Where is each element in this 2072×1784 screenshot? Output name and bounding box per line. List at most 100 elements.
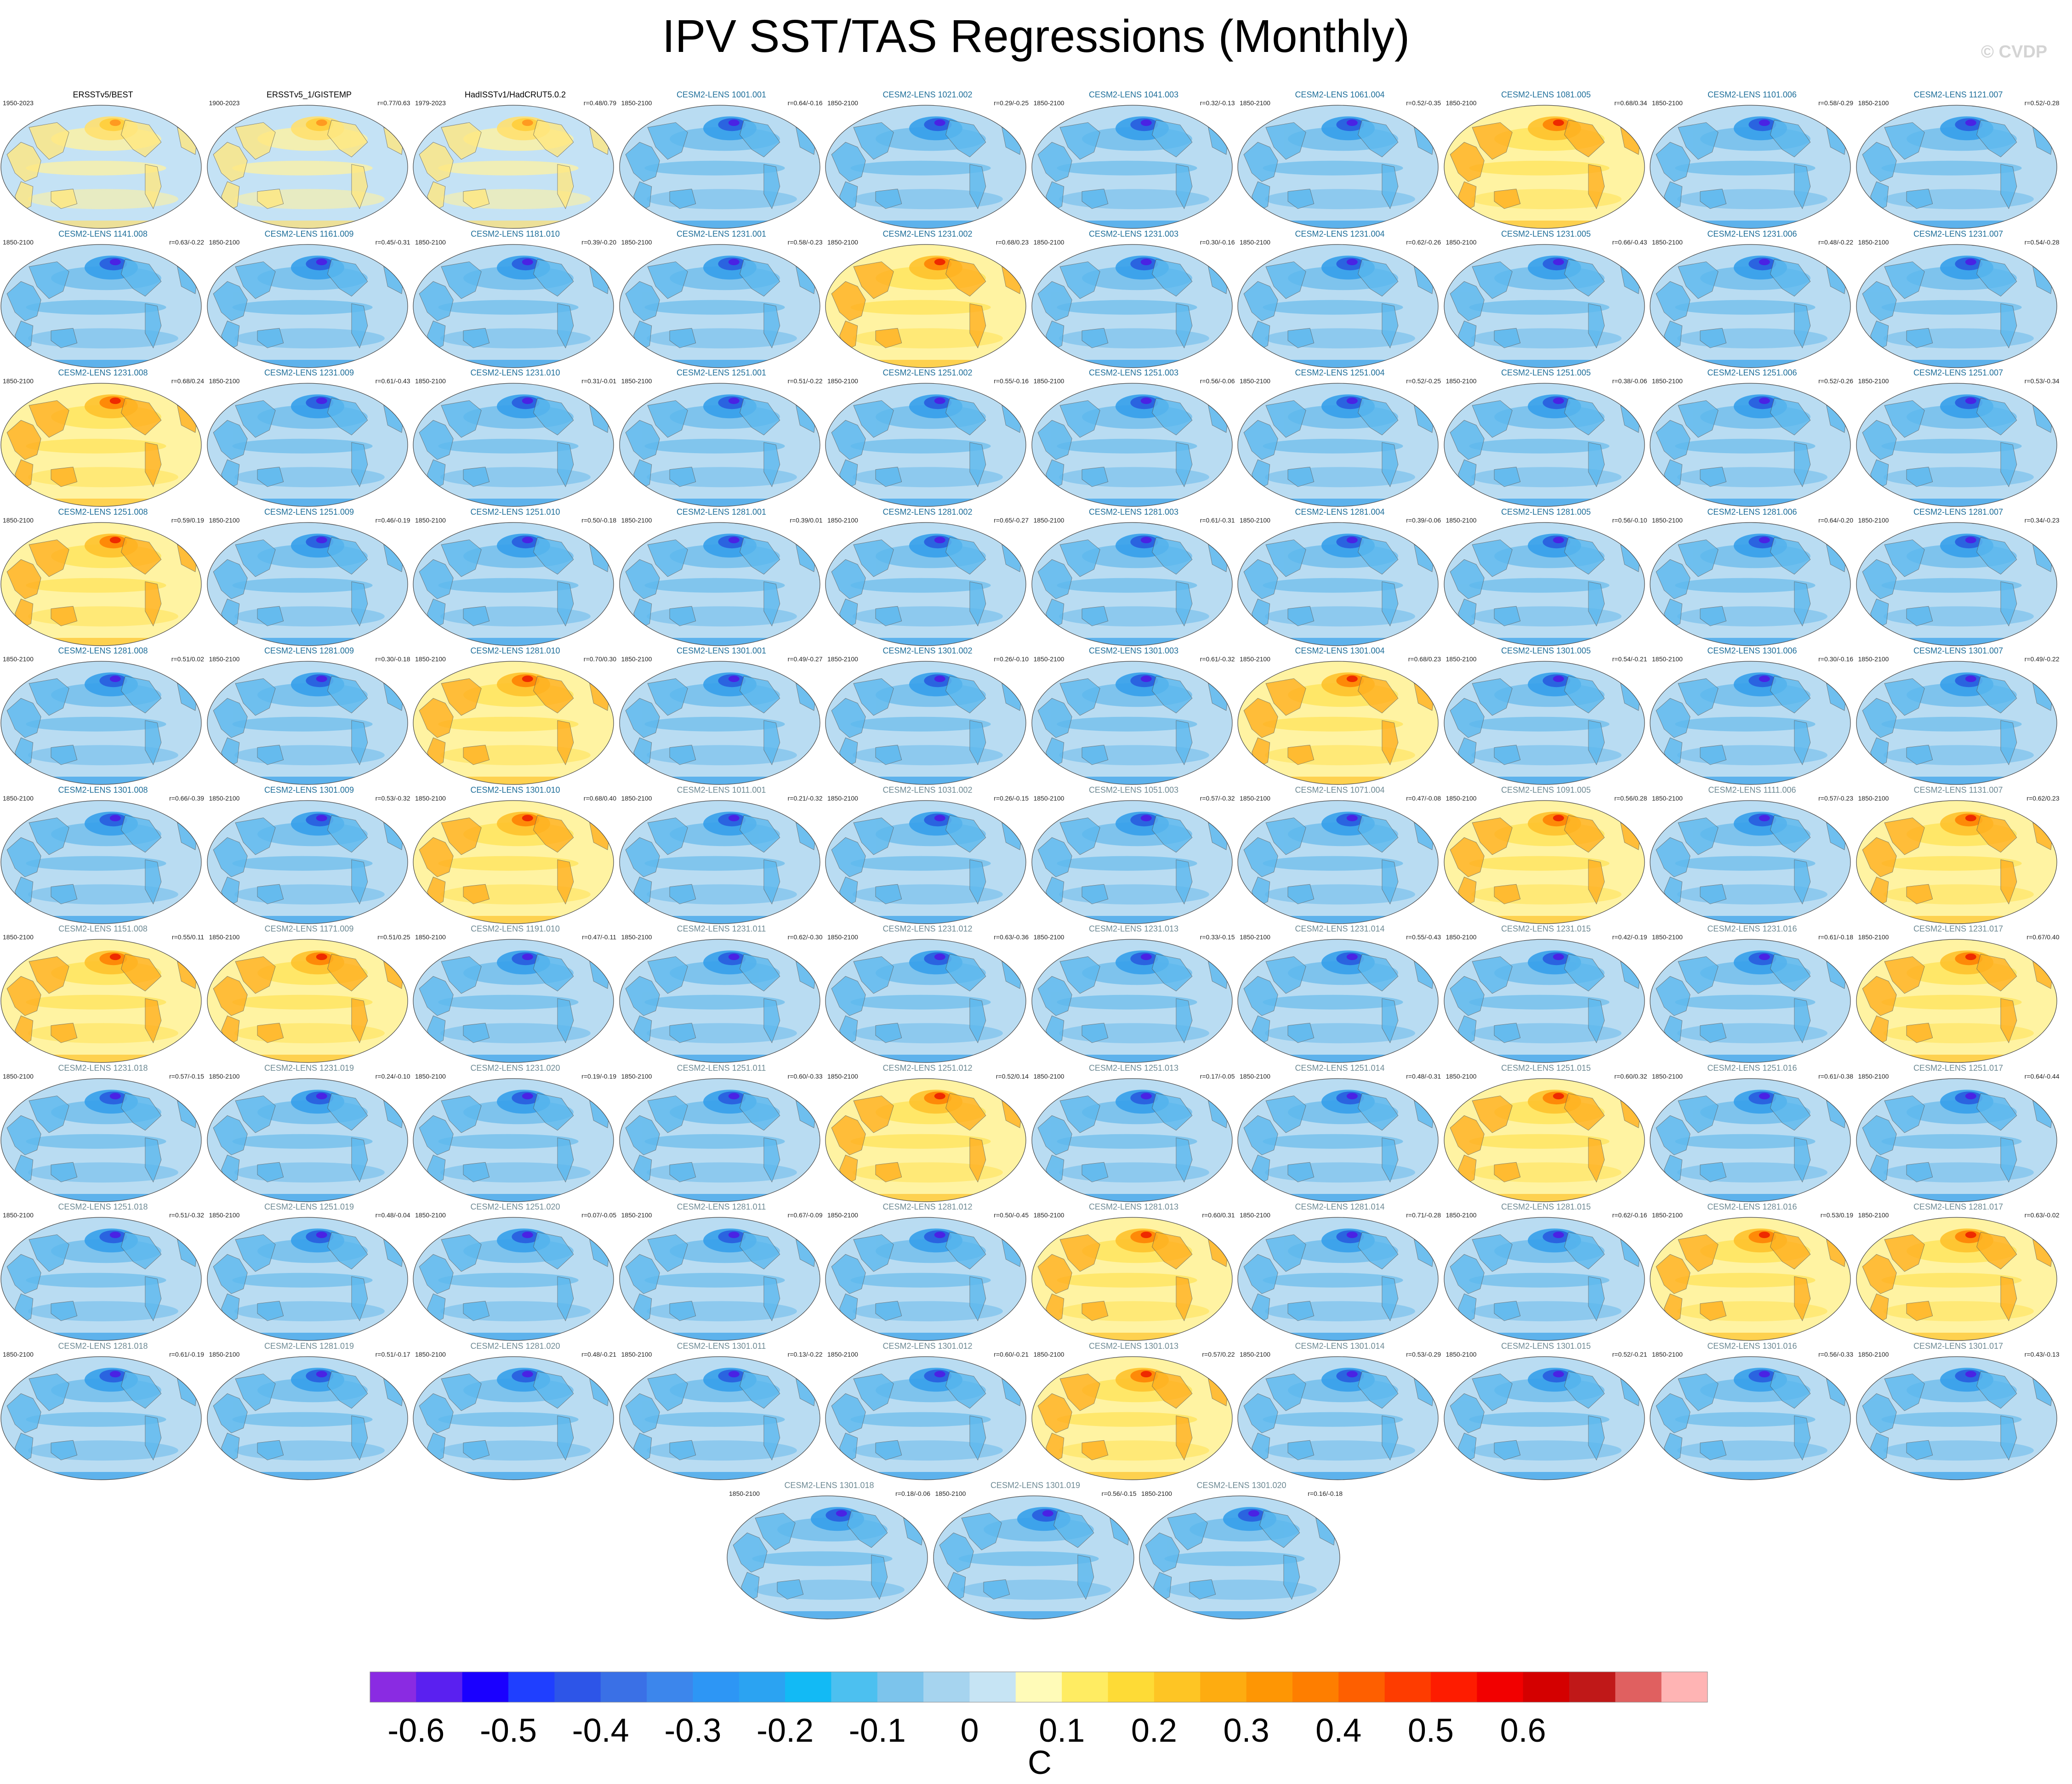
panel-title: CESM2-LENS 1251.013 — [1088, 1063, 1179, 1073]
panel-title: CESM2-LENS 1301.006 — [1707, 646, 1797, 655]
colorbar-box — [1246, 1672, 1293, 1702]
panel-title: CESM2-LENS 1231.019 — [264, 1063, 354, 1073]
panel-title: CESM2-LENS 1281.005 — [1501, 507, 1591, 517]
panel-title: CESM2-LENS 1301.019 — [990, 1481, 1081, 1490]
colorbar-box — [370, 1672, 416, 1702]
map-panel: CESM2-LENS 1151.008 1850-2100 r=0.55/0.11 — [0, 924, 206, 1065]
map-panel: CESM2-LENS 1021.002 1850-2100 r=0.29/-0.25 — [825, 90, 1030, 231]
panel-correlation: r=0.52/0.14 — [996, 1072, 1029, 1080]
panel-title: ERSSTv5/BEST — [73, 90, 133, 99]
colorbar-box — [739, 1672, 786, 1702]
regression-map — [1443, 244, 1645, 368]
regression-map — [1650, 939, 1851, 1063]
regression-map — [1237, 244, 1439, 368]
regression-map — [825, 244, 1026, 368]
panel-correlation: r=0.56/-0.06 — [1200, 377, 1235, 385]
regression-map — [206, 105, 408, 229]
map-panel: CESM2-LENS 1301.008 1850-2100 r=0.66/-0.39 — [0, 785, 206, 926]
panel-correlation: r=0.60/0.31 — [1202, 1211, 1235, 1219]
colorbar-box — [831, 1672, 878, 1702]
map-panel: CESM2-LENS 1251.015 1850-2100 r=0.60/0.32 — [1443, 1063, 1649, 1204]
regression-map — [1856, 105, 2057, 229]
panel-period: 1850-2100 — [935, 1490, 966, 1497]
regression-map — [413, 939, 614, 1063]
colorbar-tick-label: -0.4 — [572, 1712, 629, 1749]
panel-period: 1850-2100 — [1240, 794, 1270, 802]
regression-map — [413, 1356, 614, 1480]
panel-period: 1850-2100 — [827, 655, 858, 663]
panel-correlation: r=0.48/-0.31 — [1406, 1072, 1441, 1080]
colorbar-tick-label: -0.6 — [387, 1712, 444, 1749]
panel-period: 1850-2100 — [1652, 377, 1683, 385]
panel-correlation: r=0.57/-0.32 — [1200, 794, 1235, 802]
colorbar-box — [1477, 1672, 1524, 1702]
regression-map — [1237, 522, 1439, 646]
panel-correlation: r=0.49/-0.27 — [787, 655, 823, 663]
panel-correlation: r=0.67/-0.09 — [787, 1211, 823, 1219]
panel-period: 1850-2100 — [209, 1350, 240, 1358]
panel-title: CESM2-LENS 1231.012 — [882, 924, 973, 933]
panel-correlation: r=0.39/-0.20 — [581, 238, 616, 246]
regression-map — [825, 1217, 1026, 1341]
panel-correlation: r=0.55/-0.43 — [1406, 933, 1441, 941]
map-panel: CESM2-LENS 1281.008 1850-2100 r=0.51/0.02 — [0, 646, 206, 787]
colorbar-tick-label: 0.1 — [1039, 1712, 1085, 1749]
panel-correlation: r=0.52/-0.26 — [1818, 377, 1853, 385]
panel-period: 1850-2100 — [1446, 238, 1477, 246]
map-panel: CESM2-LENS 1281.007 1850-2100 r=0.34/-0.23 — [1856, 507, 2061, 648]
panel-correlation: r=0.32/-0.13 — [1200, 99, 1235, 107]
panel-title: CESM2-LENS 1301.009 — [264, 785, 354, 795]
panel-period: 1850-2100 — [1240, 1072, 1270, 1080]
panel-period: 1850-2100 — [3, 238, 34, 246]
panel-title: CESM2-LENS 1251.017 — [1913, 1063, 2004, 1073]
map-panel: CESM2-LENS 1131.007 1850-2100 r=0.62/0.23 — [1856, 785, 2061, 926]
panel-period: 1850-2100 — [1652, 1072, 1683, 1080]
panel-correlation: r=0.62/0.23 — [2026, 794, 2060, 802]
panel-correlation: r=0.51/0.02 — [171, 655, 204, 663]
panel-period: 1900-2023 — [209, 99, 240, 107]
map-panel: CESM2-LENS 1011.001 1850-2100 r=0.21/-0.32 — [619, 785, 825, 926]
colorbar-box — [647, 1672, 693, 1702]
map-panel: CESM2-LENS 1251.014 1850-2100 r=0.48/-0.31 — [1237, 1063, 1443, 1204]
panel-period: 1850-2100 — [209, 794, 240, 802]
panel-title: CESM2-LENS 1281.011 — [677, 1202, 766, 1211]
panel-title: CESM2-LENS 1251.003 — [1088, 368, 1179, 377]
map-panel: CESM2-LENS 1251.007 1850-2100 r=0.53/-0.34 — [1856, 368, 2061, 509]
regression-map — [825, 661, 1026, 785]
panel-period: 1850-2100 — [1240, 933, 1270, 941]
panel-title: CESM2-LENS 1031.002 — [882, 785, 973, 795]
regression-map — [1031, 105, 1233, 229]
regression-map — [1650, 661, 1851, 785]
panel-correlation: r=0.51/0.25 — [377, 933, 410, 941]
colorbar-box — [877, 1672, 924, 1702]
panel-correlation: r=0.61/-0.19 — [169, 1350, 204, 1358]
panel-period: 1850-2100 — [1652, 933, 1683, 941]
panel-period: 1850-2100 — [1858, 1072, 1889, 1080]
colorbar-box — [1430, 1672, 1477, 1702]
regression-map — [206, 1078, 408, 1202]
regression-map — [825, 800, 1026, 924]
panel-title: CESM2-LENS 1281.006 — [1707, 507, 1797, 517]
map-panel: CESM2-LENS 1251.013 1850-2100 r=0.17/-0.05 — [1031, 1063, 1237, 1204]
panel-title: CESM2-LENS 1281.014 — [1295, 1202, 1385, 1211]
panel-title: CESM2-LENS 1041.003 — [1088, 90, 1179, 99]
regression-map — [413, 105, 614, 229]
panel-correlation: r=0.64/-0.44 — [2024, 1072, 2060, 1080]
panel-title: CESM2-LENS 1281.018 — [58, 1341, 148, 1351]
panel-title: CESM2-LENS 1281.016 — [1707, 1202, 1797, 1211]
regression-map — [1443, 383, 1645, 507]
map-panel: CESM2-LENS 1251.002 1850-2100 r=0.55/-0.16 — [825, 368, 1030, 509]
panel-correlation: r=0.68/0.24 — [171, 377, 204, 385]
panel-period: 1850-2100 — [415, 516, 446, 524]
panel-period: 1850-2100 — [209, 238, 240, 246]
map-panel: CESM2-LENS 1231.004 1850-2100 r=0.62/-0.26 — [1237, 229, 1443, 370]
regression-map — [1031, 1078, 1233, 1202]
panel-correlation: r=0.60/-0.33 — [787, 1072, 823, 1080]
regression-map — [619, 1356, 820, 1480]
regression-map — [1856, 1217, 2057, 1341]
regression-map — [825, 522, 1026, 646]
panel-period: 1850-2100 — [415, 238, 446, 246]
regression-map — [1856, 800, 2057, 924]
panel-title: CESM2-LENS 1251.015 — [1501, 1063, 1591, 1073]
panel-correlation: r=0.54/-0.28 — [2024, 238, 2060, 246]
